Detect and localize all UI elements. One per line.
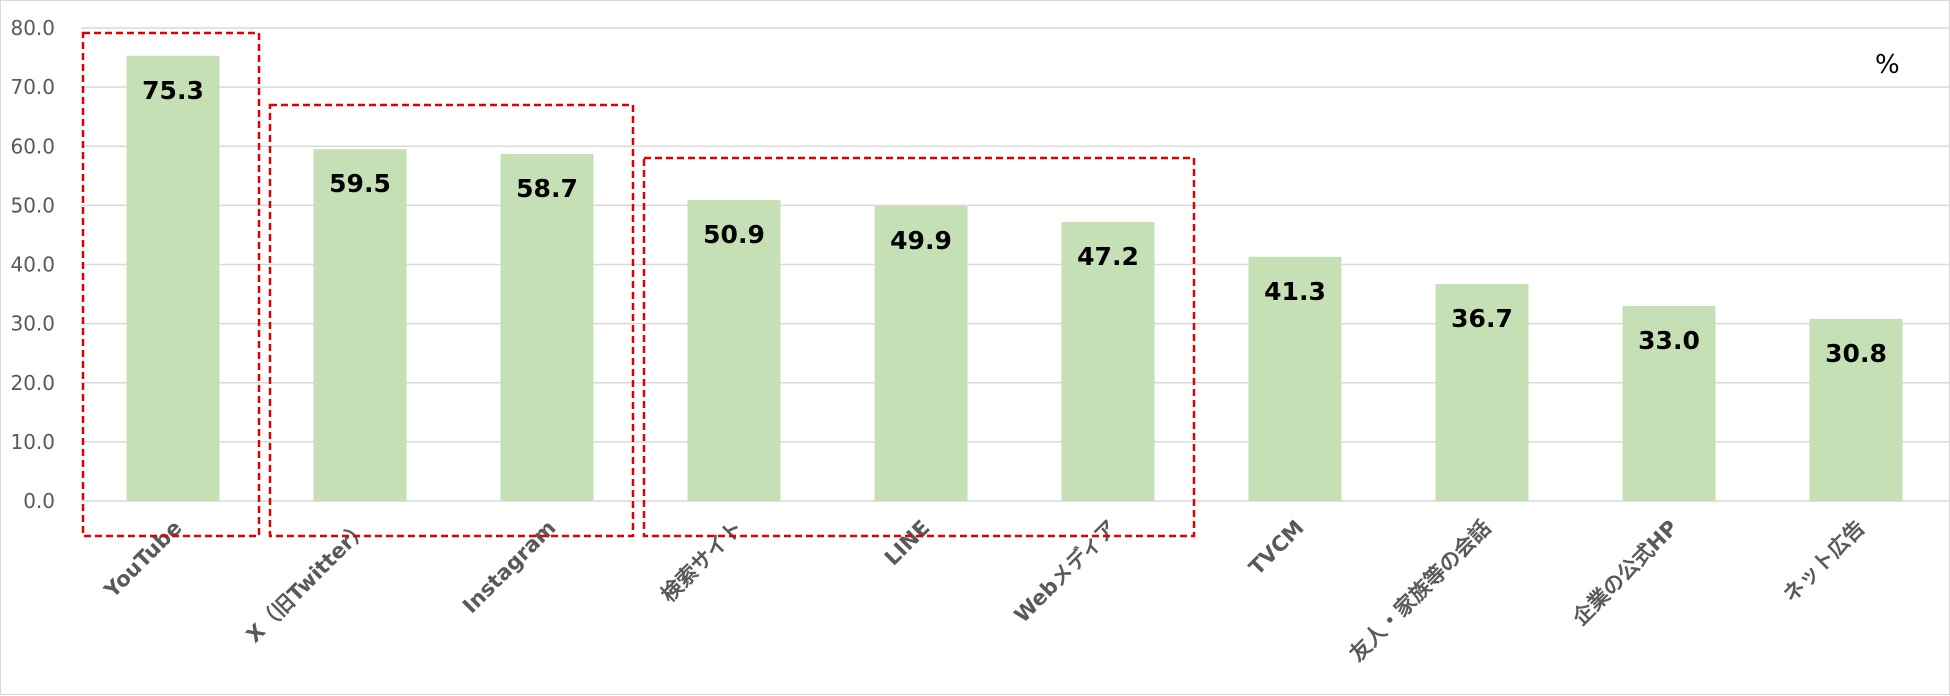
y-tick-label: 80.0 — [10, 16, 55, 40]
highlight-box — [268, 103, 635, 538]
x-tick-label: LINE — [880, 516, 935, 571]
bar — [1061, 221, 1155, 501]
highlight-box — [642, 156, 1196, 538]
y-axis-ticks: 0.0 10.0 20.0 30.0 40.0 50.0 60.0 70.0 80.0 — [10, 16, 55, 513]
bar — [1622, 305, 1716, 501]
x-tick-label: 検索サイト — [656, 516, 747, 607]
x-tick-label: Instagram — [458, 516, 560, 618]
x-tick-label: TVCM — [1244, 516, 1308, 580]
x-tick-label: YouTube — [99, 516, 187, 604]
data-label: 49.9 — [890, 226, 952, 255]
y-tick-label: 10.0 — [10, 430, 55, 454]
data-label: 75.3 — [142, 76, 204, 105]
data-label: 50.9 — [703, 220, 765, 249]
bar — [687, 200, 781, 501]
data-label: 33.0 — [1638, 326, 1700, 355]
y-tick-label: 30.0 — [10, 312, 55, 336]
y-tick-label: 0.0 — [23, 489, 55, 513]
data-label: 59.5 — [329, 169, 391, 198]
bar — [500, 153, 594, 501]
x-tick-label: 企業の公式HP — [1567, 516, 1682, 631]
y-tick-label: 60.0 — [10, 134, 55, 158]
y-tick-label: 50.0 — [10, 193, 55, 217]
data-label: 47.2 — [1077, 242, 1139, 271]
highlight-box — [81, 31, 261, 538]
bar — [1809, 318, 1903, 501]
data-label: 30.8 — [1825, 339, 1887, 368]
data-label: 58.7 — [516, 174, 578, 203]
unit-label: % — [1875, 50, 1900, 80]
highlight-boxes — [81, 31, 1196, 538]
bar — [874, 205, 968, 501]
y-tick-label: 40.0 — [10, 253, 55, 277]
bars — [126, 55, 1903, 502]
x-tick-label: 友人・家族等の会話 — [1345, 516, 1496, 667]
y-tick-label: 70.0 — [10, 75, 55, 99]
bar — [1435, 284, 1529, 501]
x-tick-label: ネット広告 — [1778, 516, 1869, 607]
bar — [126, 55, 220, 501]
x-tick-label: Webメディア — [1010, 516, 1122, 628]
x-axis-ticks: YouTube X（旧Twitter） Instagram 検索サイト LINE Webメ… — [99, 516, 1870, 667]
bar — [313, 149, 407, 502]
bar — [1248, 256, 1342, 501]
y-tick-label: 20.0 — [10, 371, 55, 395]
data-labels: 75.3 59.5 58.7 50.9 49.9 47.2 41.3 36.7 33.0 30.8 — [142, 76, 1887, 368]
data-label: 41.3 — [1264, 277, 1326, 306]
data-label: 36.7 — [1451, 304, 1513, 333]
